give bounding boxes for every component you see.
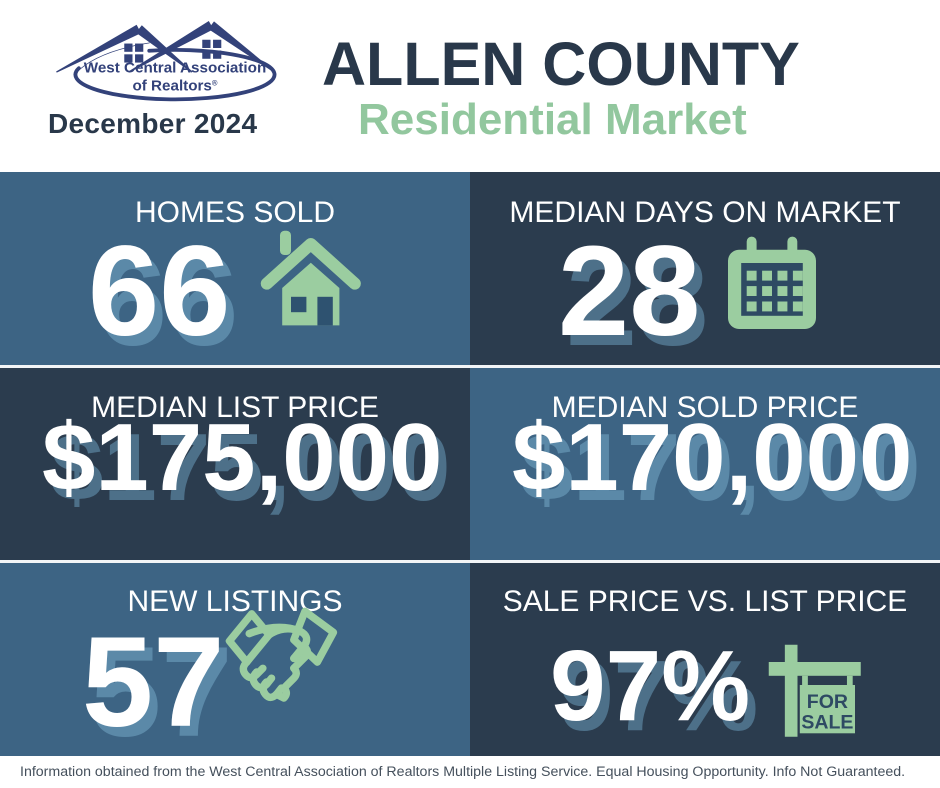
svg-text:of Realtors®: of Realtors® — [132, 77, 217, 94]
svg-text:West Central Association: West Central Association — [84, 60, 266, 77]
svg-text:FOR: FOR — [807, 691, 848, 713]
svg-text:SALE: SALE — [801, 712, 853, 734]
